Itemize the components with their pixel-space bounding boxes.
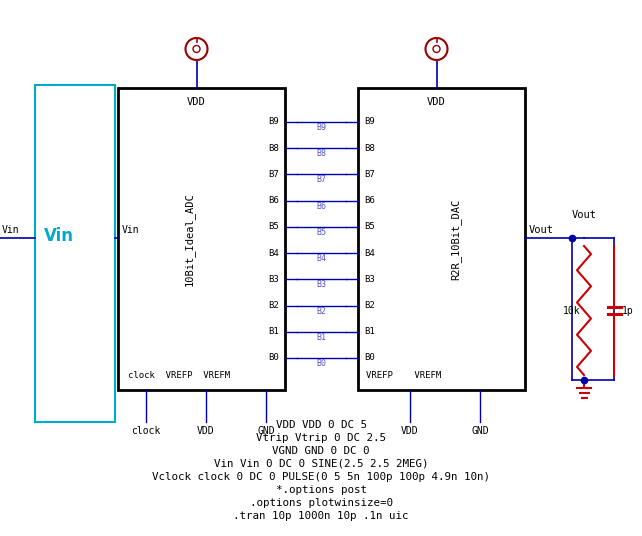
Text: Vin: Vin (2, 225, 20, 235)
Text: Vtrip Vtrip 0 DC 2.5: Vtrip Vtrip 0 DC 2.5 (256, 433, 386, 443)
Text: clock  VREFP  VREFM: clock VREFP VREFM (128, 371, 230, 381)
Text: Vin: Vin (44, 227, 74, 245)
Text: B2: B2 (268, 301, 279, 310)
Text: B0: B0 (364, 354, 375, 362)
Bar (118, 88, 285, 390)
Text: VGND GND 0 DC 0: VGND GND 0 DC 0 (272, 446, 370, 456)
Text: Vout: Vout (571, 210, 596, 220)
Text: .tran 10p 1000n 10p .1n uic: .tran 10p 1000n 10p .1n uic (233, 511, 409, 521)
Text: B8: B8 (268, 144, 279, 153)
Text: B7: B7 (364, 170, 375, 179)
Text: GND: GND (471, 426, 489, 436)
Text: 10Bit_Ideal_ADC: 10Bit_Ideal_ADC (184, 192, 195, 286)
Text: B2: B2 (317, 307, 327, 316)
Text: B8: B8 (364, 144, 375, 153)
Text: B5: B5 (317, 228, 327, 237)
Bar (358, 88, 525, 390)
Text: B1: B1 (364, 327, 375, 336)
Text: .options plotwinsize=0: .options plotwinsize=0 (250, 498, 392, 508)
Text: VREFP    VREFM: VREFP VREFM (366, 371, 441, 381)
Text: B3: B3 (268, 275, 279, 284)
Text: B4: B4 (268, 249, 279, 258)
Text: VDD VDD 0 DC 5: VDD VDD 0 DC 5 (275, 420, 367, 430)
Text: B1: B1 (317, 333, 327, 342)
Text: *.options post: *.options post (275, 485, 367, 495)
Text: B6: B6 (364, 196, 375, 205)
Text: B0: B0 (317, 359, 327, 368)
Text: B7: B7 (317, 175, 327, 184)
Text: B4: B4 (317, 254, 327, 263)
Text: B7: B7 (268, 170, 279, 179)
Text: R2R_10Bit_DAC: R2R_10Bit_DAC (450, 198, 461, 280)
Text: B6: B6 (268, 196, 279, 205)
Text: clock: clock (132, 426, 160, 436)
Text: B5: B5 (268, 222, 279, 232)
Bar (35, 85, 115, 422)
Text: B1: B1 (268, 327, 279, 336)
Text: B9: B9 (268, 117, 279, 126)
Text: B0: B0 (268, 354, 279, 362)
Text: Vin: Vin (122, 225, 139, 235)
Text: VDD: VDD (401, 426, 419, 436)
Text: Vin Vin 0 DC 0 SINE(2.5 2.5 2MEG): Vin Vin 0 DC 0 SINE(2.5 2.5 2MEG) (214, 459, 428, 469)
Text: VDD: VDD (427, 97, 446, 107)
Text: B2: B2 (364, 301, 375, 310)
Text: B8: B8 (317, 149, 327, 158)
Text: Vclock clock 0 DC 0 PULSE(0 5 5n 100p 100p 4.9n 10n): Vclock clock 0 DC 0 PULSE(0 5 5n 100p 10… (152, 472, 490, 482)
Text: Vout: Vout (529, 225, 554, 235)
Text: B9: B9 (317, 123, 327, 132)
Text: VDD: VDD (197, 426, 215, 436)
Text: 10k: 10k (562, 306, 580, 316)
Text: B3: B3 (317, 280, 327, 289)
Text: B5: B5 (364, 222, 375, 232)
Text: B6: B6 (317, 202, 327, 211)
Text: GND: GND (257, 426, 275, 436)
Text: 1p: 1p (622, 306, 634, 316)
Text: B4: B4 (364, 249, 375, 258)
Text: B9: B9 (364, 117, 375, 126)
Text: B3: B3 (364, 275, 375, 284)
Text: VDD: VDD (187, 97, 206, 107)
